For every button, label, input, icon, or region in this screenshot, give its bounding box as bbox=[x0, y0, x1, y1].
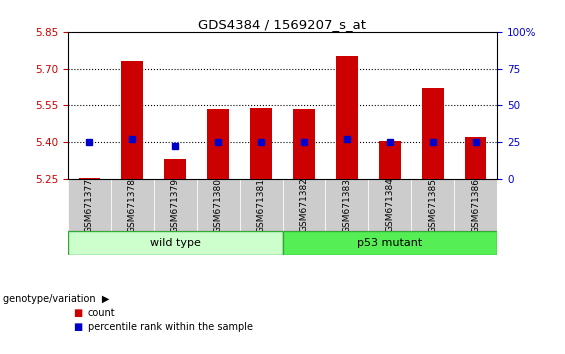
Bar bbox=[154, 179, 197, 231]
Text: percentile rank within the sample: percentile rank within the sample bbox=[88, 322, 253, 332]
Text: GSM671377: GSM671377 bbox=[85, 177, 94, 233]
Text: p53 mutant: p53 mutant bbox=[357, 238, 423, 248]
Text: GSM671385: GSM671385 bbox=[428, 177, 437, 233]
Bar bbox=[454, 179, 497, 231]
Bar bbox=[282, 231, 497, 255]
Text: GSM671386: GSM671386 bbox=[471, 177, 480, 233]
Bar bbox=[68, 231, 282, 255]
Text: GSM671378: GSM671378 bbox=[128, 177, 137, 233]
Text: GSM671381: GSM671381 bbox=[257, 177, 266, 233]
Bar bbox=[164, 159, 186, 179]
Text: ■: ■ bbox=[73, 322, 82, 332]
Text: GSM671380: GSM671380 bbox=[214, 177, 223, 233]
Bar bbox=[411, 179, 454, 231]
Text: wild type: wild type bbox=[150, 238, 201, 248]
Bar bbox=[336, 56, 358, 179]
Bar bbox=[240, 179, 282, 231]
Bar bbox=[207, 109, 229, 179]
Text: GSM671382: GSM671382 bbox=[299, 178, 308, 233]
Bar bbox=[465, 137, 486, 179]
Bar bbox=[121, 61, 143, 179]
Bar bbox=[325, 179, 368, 231]
Bar bbox=[111, 179, 154, 231]
Title: GDS4384 / 1569207_s_at: GDS4384 / 1569207_s_at bbox=[198, 18, 367, 31]
Bar bbox=[79, 178, 100, 179]
Bar bbox=[250, 108, 272, 179]
Bar bbox=[422, 88, 444, 179]
Bar bbox=[197, 179, 240, 231]
Text: GSM671384: GSM671384 bbox=[385, 178, 394, 233]
Text: count: count bbox=[88, 308, 115, 318]
Text: GSM671379: GSM671379 bbox=[171, 177, 180, 233]
Bar bbox=[282, 179, 325, 231]
Text: genotype/variation  ▶: genotype/variation ▶ bbox=[3, 294, 109, 304]
Bar bbox=[368, 179, 411, 231]
Bar bbox=[68, 179, 111, 231]
Text: GSM671383: GSM671383 bbox=[342, 177, 351, 233]
Bar bbox=[293, 109, 315, 179]
Bar bbox=[379, 141, 401, 179]
Text: ■: ■ bbox=[73, 308, 82, 318]
